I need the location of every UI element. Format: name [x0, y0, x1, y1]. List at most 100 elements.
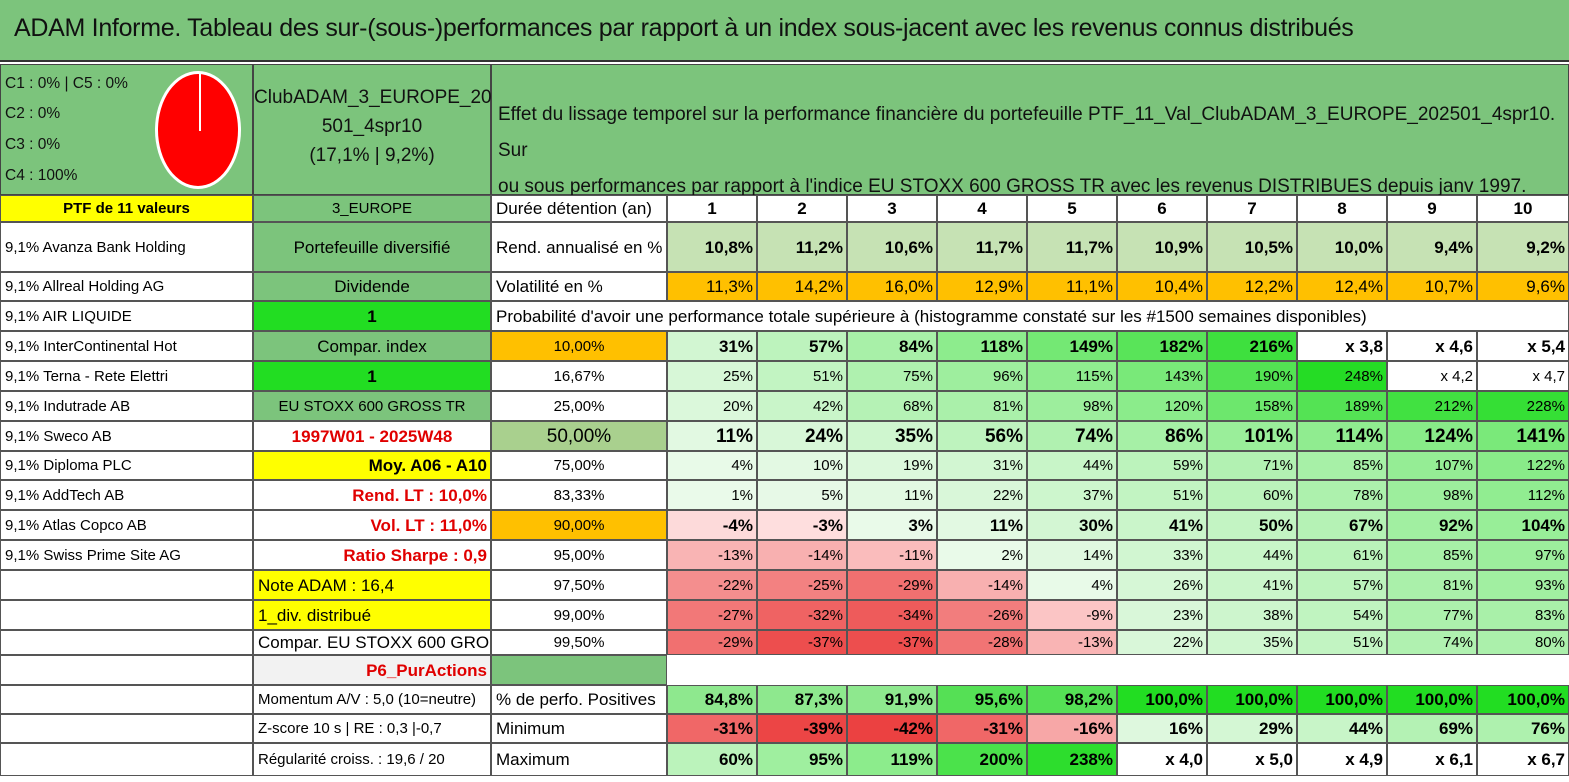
stat-value: 91,9% — [847, 685, 937, 714]
quantile-label: 75,00% — [491, 451, 667, 480]
legend-c4: C4 : 100% — [5, 167, 78, 184]
probability-value: 92% — [1387, 510, 1477, 540]
quantile-label: 99,50% — [491, 630, 667, 655]
probability-value: 23% — [1117, 600, 1207, 630]
vol-value: 10,4% — [1117, 272, 1207, 301]
info-cell: EU STOXX 600 GROSS TR — [253, 391, 491, 421]
info-cell: Note ADAM : 16,4 — [253, 570, 491, 600]
report-title: ADAM Informe. Tableau des sur-(sous-)per… — [14, 14, 1354, 42]
probability-value: -32% — [757, 600, 847, 630]
probability-value: -26% — [937, 600, 1027, 630]
stat-value: x 6,1 — [1387, 743, 1477, 776]
probability-value: 35% — [1207, 630, 1297, 655]
probability-value: 22% — [1117, 630, 1207, 655]
info-cell: Moy. A06 - A10 — [253, 451, 491, 480]
probability-value: 54% — [1297, 600, 1387, 630]
probability-value: 3% — [847, 510, 937, 540]
bottom-info: Régularité croiss. : 19,6 / 20 — [253, 743, 491, 776]
probability-value: 96% — [937, 361, 1027, 391]
vol-value: 9,6% — [1477, 272, 1569, 301]
probability-value: 84% — [847, 331, 937, 361]
probability-value: 33% — [1117, 540, 1207, 570]
probability-value: 51% — [1297, 630, 1387, 655]
year-header: 1 — [667, 195, 757, 222]
stat-value: 100,0% — [1297, 685, 1387, 714]
probability-value: 83% — [1477, 600, 1569, 630]
probability-value: 141% — [1477, 421, 1569, 451]
probability-value: 38% — [1207, 600, 1297, 630]
probability-value: x 5,4 — [1477, 331, 1569, 361]
probability-value: 11% — [667, 421, 757, 451]
portfolio-name-line2: 501_4spr10 — [321, 116, 423, 137]
probability-value: 86% — [1117, 421, 1207, 451]
info-cell: 1_div. distribué — [253, 600, 491, 630]
dividend-type: Dividende — [253, 272, 491, 301]
probability-value: 71% — [1207, 451, 1297, 480]
probability-value: 114% — [1297, 421, 1387, 451]
holding-item: 9,1% Terna - Rete Elettri — [0, 361, 253, 391]
info-region: 3_EUROPE — [253, 195, 491, 222]
year-header: 7 — [1207, 195, 1297, 222]
quantile-label: 90,00% — [491, 510, 667, 540]
probability-value: 20% — [667, 391, 757, 421]
quantile-label: 16,67% — [491, 361, 667, 391]
holding-item: 9,1% InterContinental Hot — [0, 331, 253, 361]
portfolio-name-cell: ClubADAM_3_EUROPE_202 501_4spr10 (17,1% … — [253, 64, 502, 195]
probability-value: 216% — [1207, 331, 1297, 361]
description-line1: Effet du lissage temporel sur la perform… — [498, 104, 1556, 161]
probability-value: 61% — [1297, 540, 1387, 570]
holding-item — [0, 600, 253, 630]
probability-value: 67% — [1297, 510, 1387, 540]
probability-value: 78% — [1297, 480, 1387, 510]
probability-value: 44% — [1027, 451, 1117, 480]
vol-value: 11,1% — [1027, 272, 1117, 301]
probability-value: 35% — [847, 421, 937, 451]
probability-value: 11% — [937, 510, 1027, 540]
probability-value: 74% — [1387, 630, 1477, 655]
probability-value: 112% — [1477, 480, 1569, 510]
empty-cell — [0, 685, 253, 714]
rend-label: Rend. annualisé en % — [491, 222, 667, 272]
quantile-label: 50,00% — [491, 421, 667, 451]
probability-value: 22% — [937, 480, 1027, 510]
quantile-label: 95,00% — [491, 540, 667, 570]
holding-item — [0, 630, 253, 655]
probability-value: 24% — [757, 421, 847, 451]
stat-value: 238% — [1027, 743, 1117, 776]
probability-value: 19% — [847, 451, 937, 480]
holding-item: 9,1% Indutrade AB — [0, 391, 253, 421]
probability-value: 85% — [1297, 451, 1387, 480]
probability-value: 68% — [847, 391, 937, 421]
probability-value: -29% — [847, 570, 937, 600]
stat-value: 76% — [1477, 714, 1569, 743]
year-header: 8 — [1297, 195, 1387, 222]
probability-value: 124% — [1387, 421, 1477, 451]
allocation-pie-chart — [155, 71, 241, 189]
rend-value: 10,9% — [1117, 222, 1207, 272]
probability-value: 4% — [667, 451, 757, 480]
probability-value: 189% — [1297, 391, 1387, 421]
probability-value: 98% — [1387, 480, 1477, 510]
stat-value: 200% — [937, 743, 1027, 776]
probability-value: 51% — [757, 361, 847, 391]
rend-value: 11,7% — [1027, 222, 1117, 272]
probability-value: 120% — [1117, 391, 1207, 421]
probability-value: -37% — [847, 630, 937, 655]
stat-value: -31% — [937, 714, 1027, 743]
stat-value: 44% — [1297, 714, 1387, 743]
stat-value: 95% — [757, 743, 847, 776]
vol-value: 12,2% — [1207, 272, 1297, 301]
probability-value: 1% — [667, 480, 757, 510]
rend-value: 10,5% — [1207, 222, 1297, 272]
probability-value: -4% — [667, 510, 757, 540]
holding-item: 9,1% Diploma PLC — [0, 451, 253, 480]
holdings-header: PTF de 11 valeurs — [0, 195, 253, 222]
stat-value: 119% — [847, 743, 937, 776]
probability-title: Probabilité d'avoir une performance tota… — [491, 301, 1569, 331]
holding-item: 9,1% Avanza Bank Holding — [0, 222, 253, 272]
year-header: 6 — [1117, 195, 1207, 222]
probability-value: 57% — [1297, 570, 1387, 600]
probability-value: 59% — [1117, 451, 1207, 480]
probability-value: 41% — [1117, 510, 1207, 540]
empty-cell — [0, 714, 253, 743]
